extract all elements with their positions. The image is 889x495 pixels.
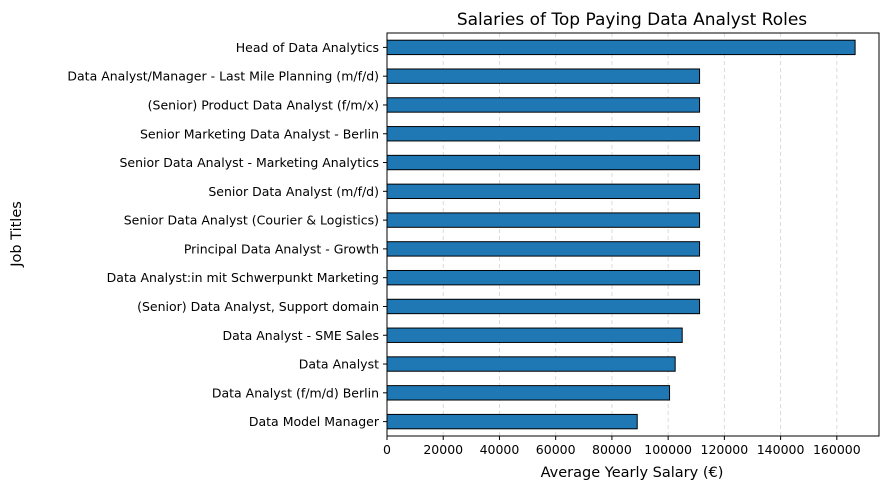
x-tick-label: 160000 (813, 442, 861, 457)
y-tick-label: Data Analyst - SME Sales (222, 328, 379, 343)
y-tick-label: Principal Data Analyst - Growth (184, 241, 379, 256)
y-tick-label: Data Model Manager (249, 414, 380, 429)
axes (383, 32, 880, 440)
plot-frame (386, 32, 880, 437)
y-tick-label: (Senior) Product Data Analyst (f/m/x) (148, 97, 379, 112)
y-tick-label: Data Analyst (299, 357, 379, 372)
bar (386, 298, 701, 315)
bars (386, 39, 856, 430)
bar (386, 212, 701, 228)
y-tick-label: (Senior) Data Analyst, Support domain (137, 299, 379, 314)
bar (386, 327, 683, 343)
x-tick-label: 0 (383, 442, 391, 457)
x-tick-labels: 0 20000 40000 60000 80000 100000 120000 140000 1… (383, 442, 861, 457)
y-tick-labels: Head of Data Analytics Data Analyst/Manag… (67, 40, 379, 429)
y-tick-label: Data Analyst (f/m/d) Berlin (212, 385, 379, 400)
bar (386, 356, 676, 372)
y-tick-label: Senior Data Analyst (Courier & Logistics… (124, 213, 379, 228)
bar (386, 241, 701, 257)
y-axis-label: Job Titles (9, 201, 25, 268)
bar (386, 68, 701, 84)
bar (386, 154, 701, 171)
y-tick-label: Head of Data Analytics (236, 40, 379, 55)
bar (386, 39, 856, 56)
x-tick-label: 80000 (592, 442, 632, 457)
y-tick-label: Senior Data Analyst (m/f/d) (208, 184, 379, 199)
x-axis-label: Average Yearly Salary (€) (541, 465, 724, 481)
bar (386, 413, 638, 430)
bar (386, 269, 701, 286)
bar (386, 183, 701, 200)
chart-title: Salaries of Top Paying Data Analyst Role… (457, 10, 807, 30)
grid-lines (386, 33, 838, 436)
y-tick-label: Data Analyst:in mit Schwerpunkt Marketin… (107, 270, 379, 285)
y-tick-label: Senior Marketing Data Analyst - Berlin (140, 126, 379, 141)
y-tick-label: Senior Data Analyst - Marketing Analytic… (119, 155, 379, 170)
bar (386, 126, 701, 142)
bar (386, 97, 701, 113)
x-tick-label: 60000 (536, 442, 576, 457)
bar (386, 385, 671, 401)
x-tick-label: 120000 (701, 442, 749, 457)
y-tick-label: Data Analyst/Manager - Last Mile Plannin… (67, 69, 379, 84)
x-tick-label: 140000 (757, 442, 805, 457)
x-tick-label: 40000 (480, 442, 520, 457)
x-tick-label: 20000 (423, 442, 463, 457)
x-tick-label: 100000 (644, 442, 692, 457)
